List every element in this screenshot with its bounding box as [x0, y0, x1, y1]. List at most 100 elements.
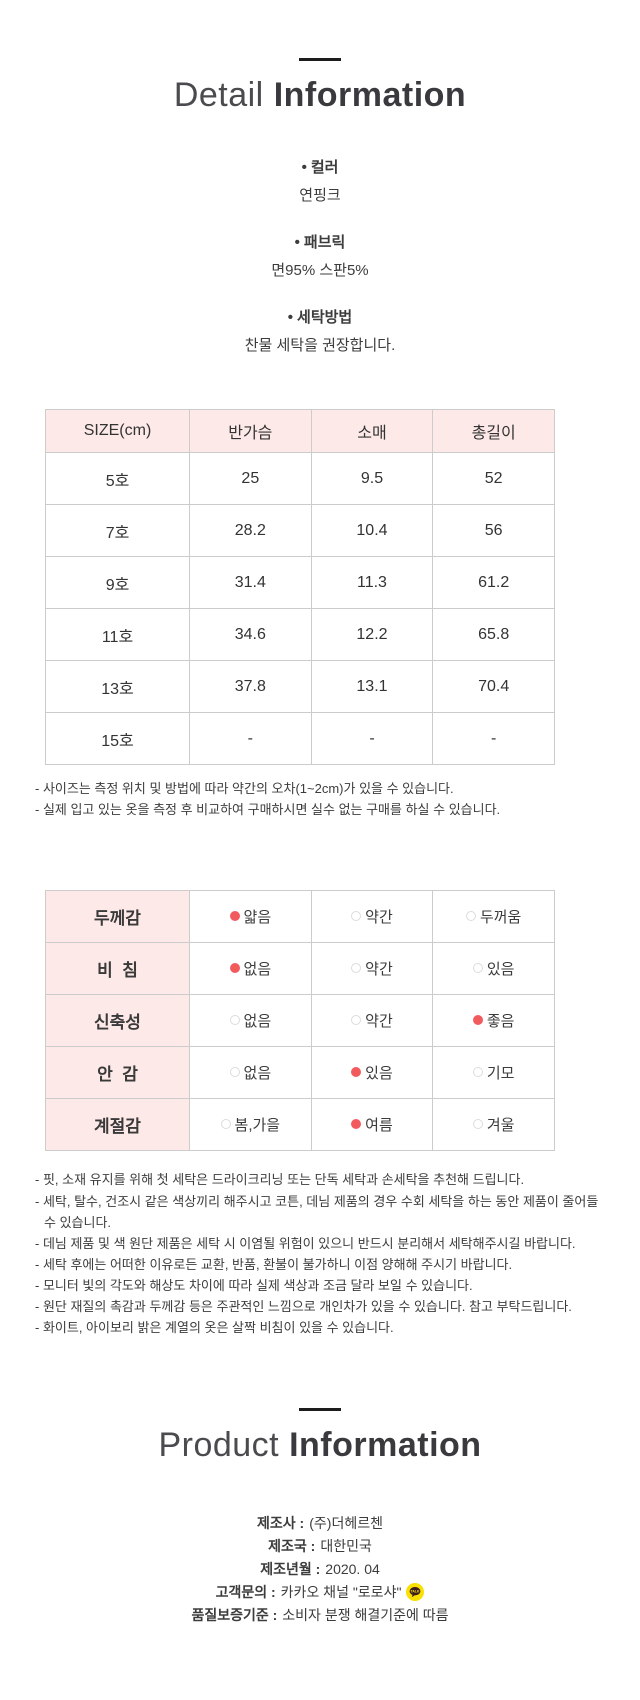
total-length-cell: 61.2: [432, 556, 555, 610]
care-note: - 세탁 후에는 어떠한 이유로든 교환, 반품, 환불이 불가하니 이점 양해…: [35, 1256, 513, 1272]
manufacturer-row: 제조사 : (주)더헤르첸: [0, 1512, 640, 1535]
option-label: 없음: [243, 1065, 272, 1083]
detail-title-light: Detail: [173, 76, 264, 114]
care-note: - 데님 제품 및 색 원단 제품은 세탁 시 이염될 위험이 있으니 반드시 …: [35, 1235, 576, 1251]
radio-dot-icon: [465, 911, 476, 922]
washing-value: 찬물 세탁을 권장합니다.: [244, 337, 396, 355]
care-note: - 화이트, 아이보리 밝은 계열의 옷은 살짝 비침이 있을 수 있습니다.: [35, 1319, 394, 1335]
fabric-label: 패브릭: [303, 234, 346, 252]
elasticity-row: 신축성 없음 약간 좋음: [45, 994, 555, 1048]
option-label: 여름: [365, 1117, 393, 1135]
country-value: 대한민국: [320, 1538, 372, 1555]
property-option: 봄,가을: [189, 1098, 312, 1152]
fabric-value: 면95% 스판5%: [271, 262, 369, 280]
size-cell: 7호: [45, 504, 190, 558]
bullet-icon: •: [294, 234, 300, 252]
product-detail-sections: • 컬러 연핑크 • 패브릭 면95% 스판5% • 세탁방법 찬물 세탁을 권장합니…: [0, 156, 640, 355]
radio-dot-icon: [351, 1015, 362, 1026]
property-option: 없음: [189, 994, 312, 1048]
thickness-row: 두께감 얇음 약간 두꺼움: [45, 890, 555, 944]
care-note: - 핏, 소재 유지를 위해 첫 세탁은 드라이크리닝 또는 단독 세탁과 손세…: [35, 1172, 525, 1188]
half-chest-col-header: 반가슴: [189, 409, 312, 454]
quality-guarantee-label: 품질보증기준 :: [191, 1607, 278, 1624]
property-option: 약간: [310, 942, 434, 996]
half-chest-cell: 31.4: [189, 556, 312, 610]
elasticity-label: 신축성: [45, 994, 190, 1048]
sleeve-cell: 10.4: [310, 504, 434, 558]
radio-dot-icon: [351, 963, 362, 974]
size-cell: 9호: [45, 556, 190, 610]
total-length-cell: 70.4: [432, 660, 555, 714]
transparency-row: 비 침 없음 약간 있음: [45, 942, 555, 996]
table-row: 11호 34.6 12.2 65.8: [45, 608, 555, 662]
season-row: 계절감 봄,가을 여름 겨울: [45, 1098, 555, 1152]
table-row: 7호 28.2 10.4 56: [45, 504, 555, 558]
option-label: 기모: [486, 1065, 515, 1083]
care-note: - 세탁, 탈수, 건조시 같은 색상끼리 해주시고 코튼, 데님 제품의 경우…: [35, 1193, 599, 1230]
half-chest-cell: 25: [189, 452, 312, 506]
bullet-icon: •: [301, 159, 307, 177]
total-length-col-header: 총길이: [432, 409, 555, 454]
radio-dot-icon: [472, 1015, 483, 1026]
property-option: 얇음: [189, 890, 312, 944]
country-row: 제조국 : 대한민국: [0, 1535, 640, 1558]
fabric-section: • 패브릭 면95% 스판5%: [0, 231, 640, 280]
property-option: 약간: [310, 994, 434, 1048]
lining-row: 안 감 없음 있음 기모: [45, 1046, 555, 1100]
sleeve-cell: 11.3: [310, 556, 434, 610]
color-section: • 컬러 연핑크: [0, 156, 640, 205]
color-label-row: • 컬러: [0, 156, 640, 177]
option-label: 약간: [365, 1013, 393, 1031]
property-option: 약간: [310, 890, 434, 944]
manufacture-date-label: 제조년월 :: [260, 1561, 321, 1578]
radio-dot-icon: [229, 1067, 240, 1078]
manufacture-date-row: 제조년월 :2020. 04: [0, 1558, 640, 1581]
transparency-label: 비 침: [45, 942, 190, 996]
radio-dot-icon: [229, 911, 240, 922]
product-title-light: Product: [158, 1425, 280, 1464]
header-rule: [299, 1407, 341, 1411]
size-table: SIZE(cm) 반가슴 소매 총길이 5호 25 9.5 52 7호 28.2…: [45, 409, 555, 766]
total-length-cell: 65.8: [432, 608, 555, 662]
half-chest-cell: -: [189, 712, 312, 766]
lining-label: 안 감: [45, 1046, 190, 1100]
total-length-cell: -: [432, 712, 555, 766]
radio-dot-icon: [351, 1119, 362, 1130]
detail-title: Detail Information: [0, 76, 640, 114]
radio-dot-icon: [472, 963, 483, 974]
care-note: - 모니터 빛의 각도와 해상도 차이에 따라 실제 색상과 조금 달라 보일 …: [35, 1277, 473, 1293]
fabric-label-row: • 패브릭: [0, 231, 640, 252]
washing-section: • 세탁방법 찬물 세탁을 권장합니다.: [0, 306, 640, 355]
radio-dot-icon: [229, 963, 240, 974]
sleeve-cell: 13.1: [310, 660, 434, 714]
radio-dot-icon: [351, 1067, 362, 1078]
property-option: 없음: [189, 1046, 312, 1100]
size-col-header: SIZE(cm): [45, 409, 190, 454]
option-label: 얇음: [243, 909, 272, 927]
table-row: 15호 - - -: [45, 712, 555, 766]
sleeve-cell: 9.5: [310, 452, 434, 506]
half-chest-cell: 28.2: [189, 504, 312, 558]
radio-dot-icon: [472, 1119, 483, 1130]
washing-label-row: • 세탁방법: [0, 306, 640, 327]
property-option: 있음: [432, 942, 555, 996]
product-title-bold: Information: [289, 1425, 482, 1464]
product-information-header: Product Information: [0, 1338, 640, 1464]
size-cell: 11호: [45, 608, 190, 662]
property-option: 여름: [310, 1098, 434, 1152]
radio-dot-icon: [472, 1067, 483, 1078]
table-row: 9호 31.4 11.3 61.2: [45, 556, 555, 610]
manufacturer-value: (주)더헤르첸: [309, 1515, 383, 1532]
size-cell: 5호: [45, 452, 190, 506]
washing-label: 세탁방법: [297, 309, 353, 327]
care-note: - 원단 재질의 촉감과 두께감 등은 주관적인 느낌으로 개인차가 있을 수 …: [35, 1298, 572, 1314]
option-label: 있음: [365, 1065, 393, 1083]
radio-dot-icon: [351, 911, 362, 922]
sleeve-col-header: 소매: [310, 409, 434, 454]
quality-guarantee-value: 소비자 분쟁 해결기준에 따름: [282, 1607, 449, 1624]
property-option: 기모: [432, 1046, 555, 1100]
svg-text:TALK: TALK: [411, 1590, 420, 1594]
property-option: 있음: [310, 1046, 434, 1100]
option-label: 없음: [243, 1013, 272, 1031]
half-chest-cell: 34.6: [189, 608, 312, 662]
